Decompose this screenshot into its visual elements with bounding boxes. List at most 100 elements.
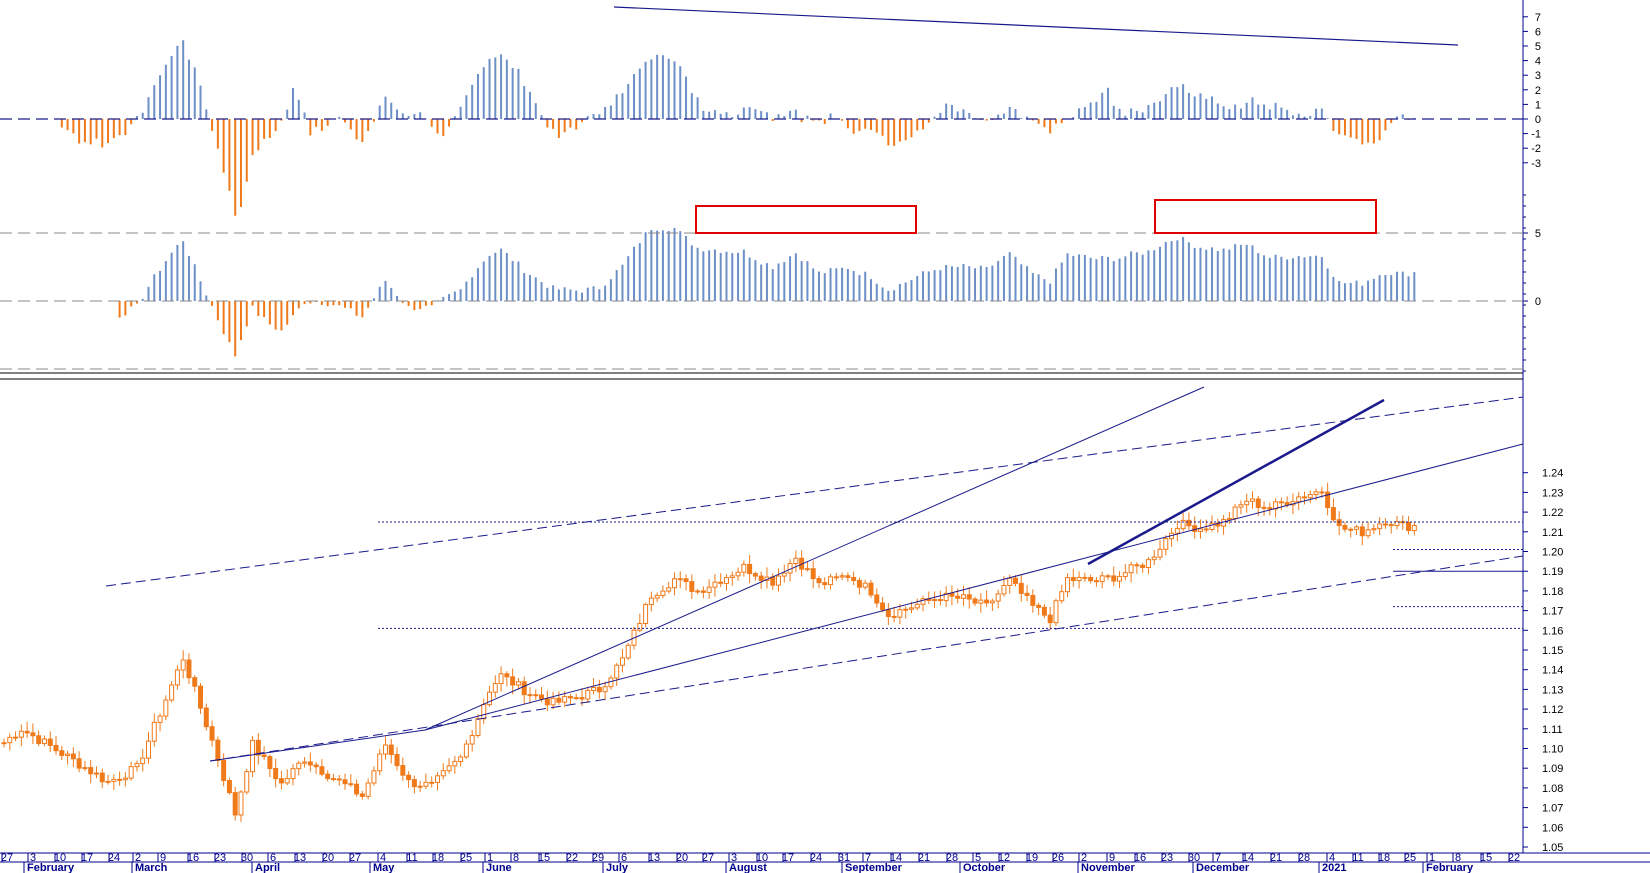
candle — [660, 590, 666, 596]
candle — [781, 572, 787, 577]
candle — [527, 694, 533, 697]
candle — [394, 754, 400, 767]
candle — [41, 738, 47, 744]
candle — [770, 576, 776, 586]
x-tick-label: 11 — [406, 852, 417, 864]
candle — [261, 754, 267, 758]
candle — [804, 568, 810, 571]
momentum-panel — [0, 6, 1523, 216]
candle — [654, 594, 660, 599]
candle — [539, 694, 545, 700]
candle — [1330, 507, 1336, 521]
y-tick-label: 1.16 — [1542, 625, 1563, 637]
x-tick-label: 17 — [81, 852, 93, 864]
y-axis: 7 6 5 4 3 2 1 0 -1 -2 -3 5 0 1.24 1.23 1.22 1.21 1.20 1.19… — [1523, 12, 1563, 854]
x-tick-label: 18 — [1378, 852, 1390, 864]
candle — [579, 697, 585, 700]
y-tick-label: 1.06 — [1542, 822, 1563, 834]
candle — [1036, 604, 1042, 608]
candle — [24, 730, 30, 734]
x-tick-label: 2 — [135, 852, 141, 864]
candle — [122, 777, 128, 781]
y-tick-label: 1.07 — [1542, 803, 1563, 815]
candle — [1226, 517, 1232, 521]
candle — [481, 704, 487, 720]
candle — [1065, 577, 1071, 593]
x-tick-label: 10 — [756, 852, 768, 864]
candle — [1, 742, 7, 745]
y-tick-label: 1.23 — [1542, 487, 1563, 499]
x-tick-label: 9 — [1109, 852, 1115, 864]
y-tick-label: 2 — [1535, 85, 1541, 97]
candle — [1122, 572, 1128, 577]
candle — [839, 575, 845, 578]
candle — [706, 586, 712, 593]
candle — [695, 590, 701, 593]
candle — [128, 766, 134, 779]
candle — [435, 775, 440, 783]
candle — [302, 761, 308, 764]
x-tick-label: 25 — [460, 852, 472, 864]
candle — [186, 659, 192, 679]
candle — [226, 779, 232, 794]
candle — [70, 753, 76, 760]
month-label: December — [1196, 862, 1250, 873]
x-tick-label: 3 — [731, 852, 737, 864]
candle — [920, 598, 926, 605]
month-label: November — [1081, 862, 1136, 873]
x-tick-label: 13 — [648, 852, 660, 864]
y-tick-label: 1.18 — [1542, 586, 1563, 598]
x-tick-label: 23 — [214, 852, 226, 864]
y-tick-label: 1.11 — [1542, 724, 1563, 736]
candle — [868, 582, 874, 596]
x-tick-label: 6 — [621, 852, 627, 864]
month-label: July — [606, 862, 629, 873]
candle — [718, 581, 724, 584]
candle — [1088, 576, 1094, 582]
trendline-medium — [424, 443, 1524, 731]
x-tick-label: 14 — [890, 852, 902, 864]
candle — [192, 677, 198, 687]
candle — [1278, 501, 1284, 504]
candle — [585, 689, 591, 700]
candle — [151, 721, 157, 742]
x-tick-label: 8 — [1455, 852, 1461, 864]
candle — [1296, 496, 1302, 503]
x-tick-label: 11 — [1352, 852, 1363, 864]
candle — [1307, 494, 1313, 499]
x-tick-label: 15 — [538, 852, 550, 864]
y-tick-label: 1.13 — [1542, 684, 1563, 696]
candle — [47, 738, 53, 746]
candle — [238, 791, 244, 816]
candle — [319, 766, 325, 775]
x-tick-label: 27 — [349, 852, 361, 864]
candle — [1365, 529, 1371, 537]
candle — [1209, 522, 1215, 530]
y-tick-label: 1.22 — [1542, 507, 1563, 519]
momentum-trendline — [613, 6, 1459, 46]
candle — [1145, 559, 1151, 569]
x-tick-label: 21 — [1270, 852, 1282, 864]
y-tick-label: 1.17 — [1542, 606, 1563, 618]
price-panel — [1, 386, 1524, 822]
candle — [59, 750, 65, 756]
candle — [400, 765, 406, 776]
candle — [1047, 614, 1053, 624]
x-tick-label: 29 — [592, 852, 604, 864]
candle — [903, 608, 909, 611]
candle — [1232, 506, 1238, 519]
x-tick-label: 4 — [1329, 852, 1335, 864]
candle — [325, 773, 331, 780]
x-tick-label: 30 — [1188, 852, 1200, 864]
x-tick-label: 3 — [30, 852, 36, 864]
candle — [1197, 528, 1203, 532]
x-tick-label: 22 — [1508, 852, 1520, 864]
candle — [1007, 577, 1013, 586]
x-tick-label: 27 — [702, 852, 714, 864]
candle — [498, 673, 504, 685]
candle — [13, 736, 19, 739]
candle — [591, 686, 597, 691]
candle — [1249, 498, 1255, 502]
candle — [198, 685, 204, 709]
candle — [1319, 491, 1325, 494]
